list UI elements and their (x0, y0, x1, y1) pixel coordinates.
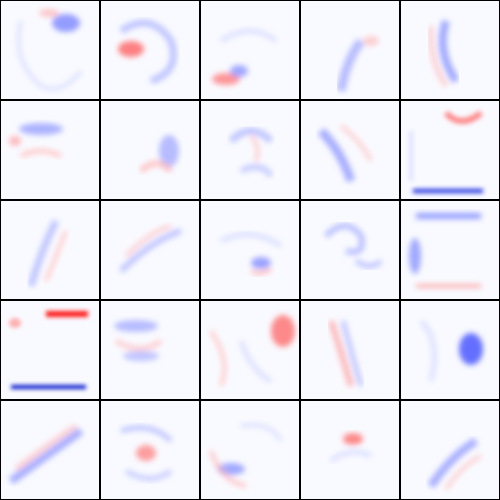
filter-r1-c2 (101, 1, 199, 99)
filter-r5-c2-pattern (120, 425, 173, 481)
filter-r2-c5-pattern (409, 110, 483, 193)
filter-r1-c4 (301, 1, 399, 99)
filter-r3-c1-pattern (27, 219, 68, 287)
filter-r4-c1 (1, 301, 99, 399)
filter-r2-c4-pattern (317, 124, 373, 183)
filter-r1-c5 (401, 1, 499, 99)
filter-r4-c5-pattern (419, 319, 483, 382)
filter-r2-c1-pattern (9, 123, 63, 159)
filter-r3-c2 (101, 201, 199, 299)
filter-r5-c5 (401, 401, 499, 499)
filter-r3-c3 (201, 201, 299, 299)
filter-r1-c3 (201, 1, 299, 99)
filter-r2-c3 (201, 101, 299, 199)
filter-r5-c5-pattern (427, 437, 482, 491)
filter-r5-c1-pattern (8, 423, 84, 485)
filter-r3-c2-pattern (118, 224, 182, 274)
filter-r1-c3-pattern (212, 28, 278, 85)
filter-r2-c1 (1, 101, 99, 199)
filter-r3-c3-pattern (219, 232, 283, 275)
filter-r2-c5 (401, 101, 499, 199)
filter-r5-c3-pattern (208, 423, 283, 489)
filter-r4-c1-pattern (9, 311, 88, 389)
filter-r5-c1 (1, 401, 99, 499)
filter-r4-c4-pattern (328, 320, 364, 387)
filter-r1-c2-pattern (118, 19, 177, 85)
filter-r3-c4-pattern (323, 223, 383, 269)
filter-r5-c2 (101, 401, 199, 499)
filter-r4-c4 (301, 301, 399, 399)
filter-r5-c4 (301, 401, 399, 499)
filter-r1-c5-pattern (428, 19, 460, 88)
filter-r4-c5 (401, 301, 499, 399)
filter-r3-c5-pattern (409, 213, 481, 288)
filter-r3-c4 (301, 201, 399, 299)
filter-r1-c4-pattern (336, 36, 379, 92)
filter-r2-c4 (301, 101, 399, 199)
filter-r4-c3 (201, 301, 299, 399)
filter-r4-c3-pattern (209, 315, 295, 387)
filter-r2-c3-pattern (228, 127, 274, 178)
filter-r2-c2-pattern (138, 135, 179, 174)
filter-r5-c4-pattern (329, 433, 373, 464)
filter-r3-c1 (1, 201, 99, 299)
filter-r1-c1 (1, 1, 99, 99)
filter-r4-c2-pattern (114, 320, 163, 361)
filter-r2-c2 (101, 101, 199, 199)
filter-r1-c1-pattern (16, 9, 83, 91)
filter-r5-c3 (201, 401, 299, 499)
filter-r4-c2 (101, 301, 199, 399)
filter-r3-c5 (401, 201, 499, 299)
